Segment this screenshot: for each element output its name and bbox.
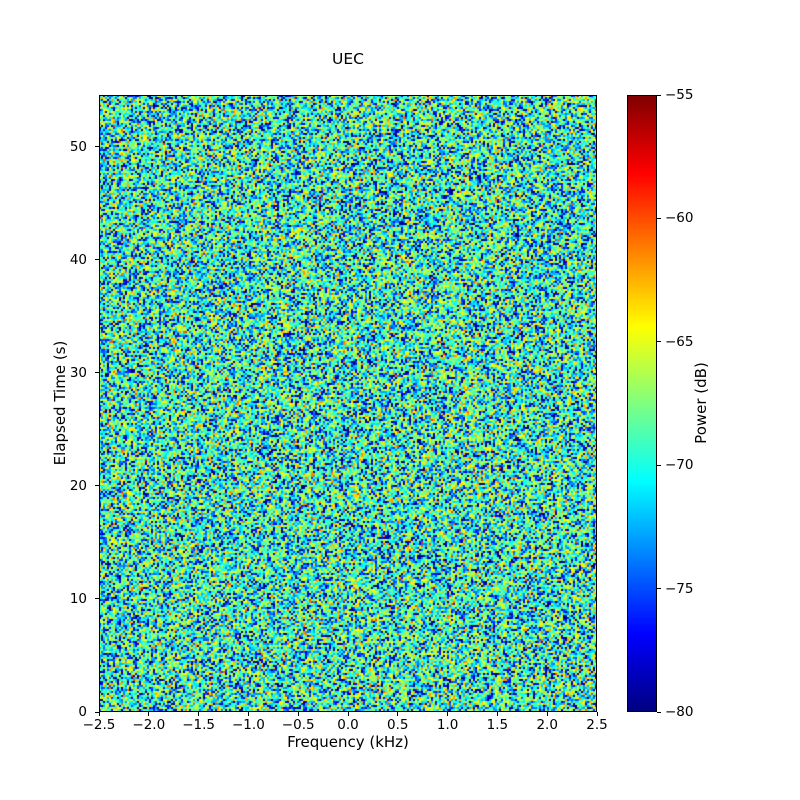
x-tick-label: −0.5 (281, 717, 315, 733)
y-tick-label: 0 (78, 704, 87, 720)
y-tick-label: 30 (69, 364, 87, 381)
y-tick-mark (95, 146, 99, 148)
colorbar-gradient (627, 95, 657, 712)
x-tick-label: 1.0 (436, 717, 459, 733)
x-tick-mark (596, 712, 598, 716)
x-axis-label: Frequency (kHz) (287, 733, 409, 751)
colorbar-tick-label: −60 (665, 210, 694, 227)
x-tick-mark (347, 712, 349, 716)
x-tick-mark (247, 712, 249, 716)
colorbar-tick-label: −65 (665, 333, 694, 350)
x-tick-mark (198, 712, 200, 716)
colorbar-label: Power (dB) (692, 362, 710, 444)
x-tick-label: 0.5 (387, 717, 409, 733)
spectrogram-heatmap (99, 95, 597, 712)
x-tick-label: 2.0 (536, 717, 558, 733)
y-tick-mark (95, 372, 99, 374)
colorbar-tick-mark (657, 588, 661, 590)
plot-title: UEC (332, 50, 364, 68)
x-tick-label: −2.5 (82, 717, 116, 733)
y-tick-mark (95, 485, 99, 487)
x-tick-label: 0.0 (337, 717, 359, 733)
colorbar-tick-label: −55 (665, 87, 694, 103)
colorbar-tick-mark (657, 711, 661, 713)
y-tick-label: 50 (69, 138, 87, 155)
colorbar-tick-mark (657, 94, 661, 96)
y-axis-label: Elapsed Time (s) (51, 340, 69, 466)
x-tick-label: −2.0 (132, 717, 166, 733)
x-tick-mark (397, 712, 399, 716)
colorbar-tick-label: −75 (665, 580, 694, 597)
x-tick-label: −1.5 (182, 717, 215, 733)
x-tick-mark (496, 712, 498, 716)
y-tick-label: 10 (69, 590, 87, 607)
x-tick-label: 1.5 (486, 717, 509, 733)
x-tick-label: 2.5 (586, 717, 608, 733)
x-tick-mark (546, 712, 548, 716)
x-tick-mark (297, 712, 299, 716)
colorbar-tick-mark (657, 464, 661, 466)
y-tick-label: 40 (69, 251, 87, 268)
colorbar-tick-label: −80 (665, 704, 694, 720)
colorbar-tick-mark (657, 341, 661, 343)
colorbar-tick-label: −70 (665, 457, 694, 474)
y-tick-mark (95, 711, 99, 713)
y-tick-mark (95, 598, 99, 600)
x-tick-mark (447, 712, 449, 716)
x-tick-mark (148, 712, 150, 716)
x-tick-label: −1.0 (232, 717, 265, 733)
y-tick-label: 20 (69, 477, 87, 494)
colorbar-tick-mark (657, 217, 661, 219)
y-tick-mark (95, 259, 99, 261)
x-tick-mark (98, 712, 100, 716)
